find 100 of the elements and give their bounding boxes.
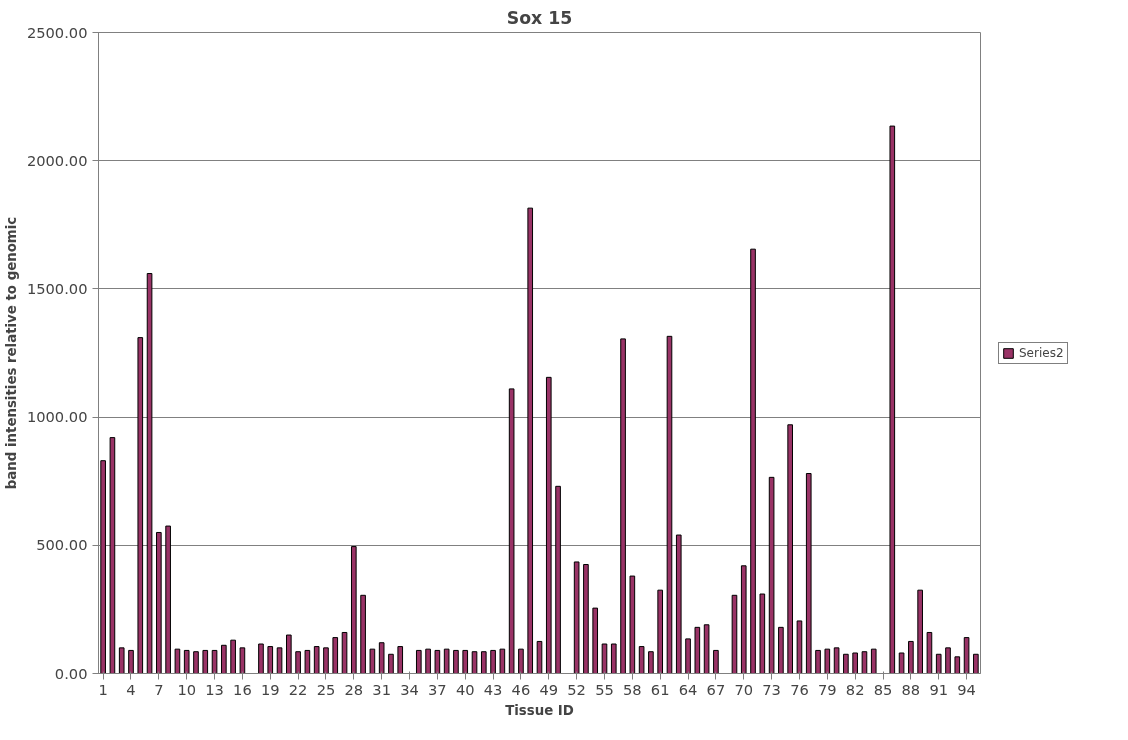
y-tick-label: 500.00 [36, 536, 88, 554]
bar [397, 646, 404, 674]
x-axis-title: Tissue ID [505, 702, 574, 718]
bar [258, 643, 264, 674]
y-tick-label: 1000.00 [26, 408, 88, 426]
bar [778, 626, 784, 674]
bar [833, 647, 840, 674]
bar [620, 338, 626, 674]
bar [360, 594, 366, 674]
bar [183, 649, 190, 674]
bar [592, 607, 599, 674]
bar [815, 649, 821, 674]
bar [118, 647, 125, 674]
x-tick-label: 70 [734, 680, 754, 698]
x-tick-label: 1 [98, 680, 108, 698]
bar [973, 653, 979, 674]
bar [731, 594, 738, 674]
bar [555, 485, 561, 674]
bar [146, 273, 153, 674]
bar [128, 649, 134, 674]
y-tick-label: 1500.00 [26, 279, 88, 297]
x-tick-label: 73 [762, 680, 781, 698]
bar [499, 648, 506, 674]
bar [230, 639, 236, 674]
bar [313, 646, 320, 674]
bar [508, 388, 515, 674]
x-tick-label: 7 [154, 680, 164, 698]
x-tick-label: 55 [595, 680, 614, 698]
x-tick-label: 76 [790, 680, 809, 698]
bar [945, 647, 951, 674]
bar [156, 531, 162, 674]
chart-title: Sox 15 [506, 7, 573, 28]
x-tick-label: 91 [929, 680, 949, 698]
bar [935, 653, 942, 674]
bar [917, 589, 923, 674]
bar [434, 649, 441, 674]
y-tick-label: 2500.00 [26, 23, 88, 41]
x-tick-label: 34 [400, 680, 419, 698]
bar [824, 648, 831, 674]
bar [648, 651, 654, 674]
x-tick-label: 28 [344, 680, 364, 698]
x-tick-label: 52 [567, 680, 586, 698]
bar [332, 637, 339, 674]
bar [286, 634, 292, 674]
y-tick-label: 2000.00 [26, 151, 88, 169]
x-tick-label: 85 [873, 680, 893, 698]
bar [267, 646, 274, 674]
x-tick-label: 16 [233, 680, 252, 698]
x-tick-label: 43 [483, 680, 503, 698]
bar [323, 647, 329, 674]
x-tick-label: 49 [539, 680, 559, 698]
x-tick-label: 82 [845, 680, 865, 698]
bar [889, 125, 896, 674]
bar [221, 644, 227, 674]
bar [954, 656, 961, 674]
bar [480, 651, 487, 674]
x-tick-label: 22 [288, 680, 308, 698]
x-tick-label: 67 [706, 680, 726, 698]
bar [369, 648, 376, 674]
bar [787, 424, 793, 674]
bar [713, 649, 719, 674]
bar [852, 652, 858, 674]
bar [843, 653, 849, 674]
x-tick-label: 79 [817, 680, 837, 698]
bar [768, 476, 775, 674]
x-tick-label: 13 [205, 680, 224, 698]
bar [202, 649, 209, 674]
bar [926, 631, 933, 674]
bar [100, 460, 106, 674]
x-tick-label: 64 [678, 680, 698, 698]
bar [341, 631, 348, 674]
bar [137, 337, 144, 674]
x-tick-label: 25 [316, 680, 336, 698]
bar [304, 649, 311, 674]
bar [350, 546, 357, 674]
bar [675, 534, 682, 674]
x-tick-label: 46 [511, 680, 531, 698]
bar [518, 648, 524, 674]
y-axis-title: band intensities relative to genomic [3, 216, 19, 490]
bar [545, 376, 552, 674]
bar [898, 652, 905, 674]
x-tick-label: 94 [957, 680, 976, 698]
bar [276, 647, 283, 674]
bar [415, 649, 422, 674]
bar [211, 649, 218, 674]
x-tick-label: 4 [126, 680, 136, 698]
bar [805, 473, 812, 674]
bar [703, 624, 710, 674]
bar [378, 642, 385, 674]
x-tick-label: 31 [372, 680, 391, 698]
bar [908, 640, 914, 674]
x-tick-label: 40 [455, 680, 475, 698]
bar [453, 649, 459, 674]
bar [638, 646, 645, 674]
bar [629, 575, 636, 674]
x-tick-label: 88 [901, 680, 921, 698]
bar [165, 525, 171, 674]
bar [685, 638, 691, 674]
bar [527, 207, 534, 674]
bar [573, 561, 580, 674]
